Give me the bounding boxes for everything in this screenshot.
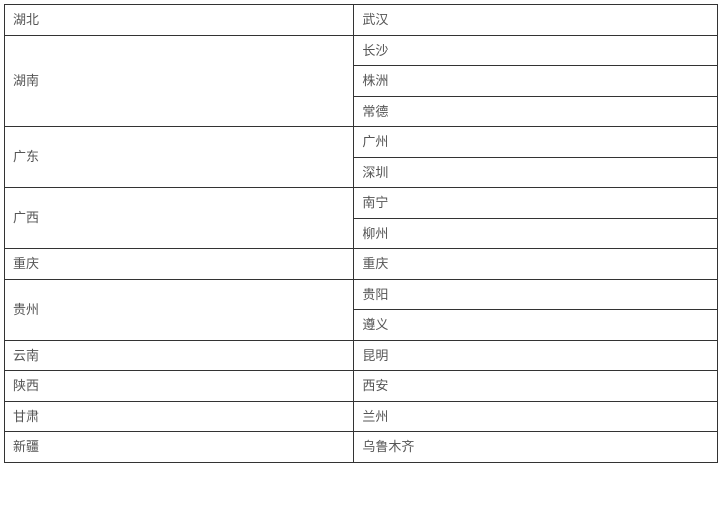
city-cell: 西安 bbox=[354, 371, 718, 402]
province-cell: 贵州 bbox=[5, 279, 354, 340]
city-cell: 遵义 bbox=[354, 310, 718, 341]
province-cell: 甘肃 bbox=[5, 401, 354, 432]
city-cell: 兰州 bbox=[354, 401, 718, 432]
table-row: 贵州贵阳 bbox=[5, 279, 718, 310]
city-cell: 广州 bbox=[354, 127, 718, 158]
province-cell: 陕西 bbox=[5, 371, 354, 402]
table-row: 云南昆明 bbox=[5, 340, 718, 371]
table-row: 甘肃兰州 bbox=[5, 401, 718, 432]
city-cell: 常德 bbox=[354, 96, 718, 127]
city-cell: 昆明 bbox=[354, 340, 718, 371]
city-cell: 贵阳 bbox=[354, 279, 718, 310]
table-body: 湖北武汉湖南长沙株洲常德广东广州深圳广西南宁柳州重庆重庆贵州贵阳遵义云南昆明陕西… bbox=[5, 5, 718, 463]
table-row: 陕西西安 bbox=[5, 371, 718, 402]
province-cell: 广西 bbox=[5, 188, 354, 249]
province-cell: 湖北 bbox=[5, 5, 354, 36]
city-cell: 长沙 bbox=[354, 35, 718, 66]
city-cell: 重庆 bbox=[354, 249, 718, 280]
city-cell: 南宁 bbox=[354, 188, 718, 219]
table-row: 广东广州 bbox=[5, 127, 718, 158]
province-cell: 云南 bbox=[5, 340, 354, 371]
table-row: 湖北武汉 bbox=[5, 5, 718, 36]
province-cell: 广东 bbox=[5, 127, 354, 188]
table-row: 广西南宁 bbox=[5, 188, 718, 219]
province-cell: 新疆 bbox=[5, 432, 354, 463]
table-row: 新疆乌鲁木齐 bbox=[5, 432, 718, 463]
city-cell: 柳州 bbox=[354, 218, 718, 249]
city-cell: 株洲 bbox=[354, 66, 718, 97]
city-cell: 武汉 bbox=[354, 5, 718, 36]
city-cell: 乌鲁木齐 bbox=[354, 432, 718, 463]
table-row: 重庆重庆 bbox=[5, 249, 718, 280]
table-row: 湖南长沙 bbox=[5, 35, 718, 66]
province-cell: 湖南 bbox=[5, 35, 354, 127]
province-city-table: 湖北武汉湖南长沙株洲常德广东广州深圳广西南宁柳州重庆重庆贵州贵阳遵义云南昆明陕西… bbox=[4, 4, 718, 463]
province-cell: 重庆 bbox=[5, 249, 354, 280]
city-cell: 深圳 bbox=[354, 157, 718, 188]
